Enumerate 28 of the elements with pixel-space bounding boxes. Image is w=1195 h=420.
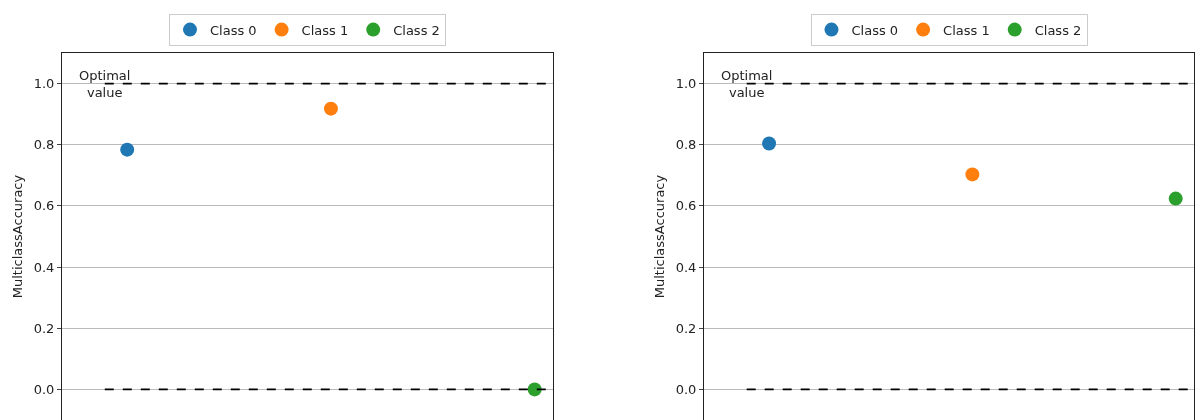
y-tick-label: 0.2 — [675, 320, 697, 336]
ref-line-label: Optimal value — [79, 68, 131, 100]
legend-label: Class 0 — [210, 22, 257, 38]
point — [120, 142, 135, 157]
y-axis-title: MulticlassAccuracy — [651, 174, 667, 299]
y-axis-title: MulticlassAccuracy — [9, 174, 25, 299]
y-tick-label: 0.8 — [33, 137, 55, 153]
y-tick-label: 1.0 — [675, 76, 697, 92]
ref-line-label: Optimal value — [721, 68, 773, 100]
y-tick-label: 0.0 — [33, 381, 55, 397]
point — [762, 136, 777, 151]
y-tick-label: 0.0 — [675, 381, 697, 397]
y-tick-label: 0.4 — [33, 259, 55, 275]
y-tick-label: 0.4 — [675, 259, 697, 275]
point — [323, 101, 338, 116]
point — [527, 382, 542, 397]
y-tick-label: 0.8 — [675, 137, 697, 153]
y-tick-label: 0.2 — [33, 320, 55, 336]
legend-label: Class 0 — [851, 22, 899, 38]
y-tick-label: 1.0 — [33, 76, 55, 92]
legend-label: Class 2 — [1034, 22, 1082, 38]
y-tick-label: 0.6 — [33, 198, 55, 214]
point — [1168, 191, 1183, 206]
legend-label: Class 1 — [943, 22, 990, 38]
legend-label: Class 1 — [301, 22, 349, 38]
legend-label: Class 2 — [393, 22, 440, 38]
y-tick-label: 0.6 — [675, 198, 697, 214]
point — [965, 167, 980, 182]
